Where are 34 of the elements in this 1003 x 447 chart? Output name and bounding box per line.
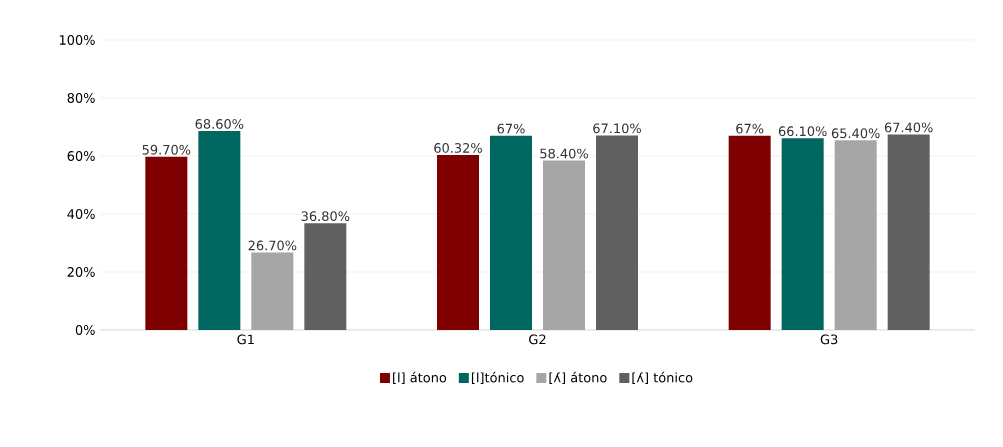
legend-label: [l]tónico (471, 371, 524, 384)
bar (728, 135, 771, 330)
data-label: 68.60% (195, 119, 244, 129)
data-label: 60.32% (434, 143, 482, 153)
x-tick-label: G1 (237, 334, 254, 345)
data-label: 36.80% (301, 211, 350, 222)
bar (304, 223, 347, 330)
bar (437, 155, 480, 330)
bar (781, 138, 824, 330)
y-tick-label: 20% (67, 267, 95, 277)
y-tick-label: 40% (67, 209, 95, 219)
data-label: 67% (736, 123, 764, 134)
bar (887, 134, 930, 330)
y-tick-label: 60% (67, 151, 95, 161)
bar (490, 135, 533, 330)
y-tick-label: 100% (59, 35, 95, 45)
data-label: 66.10% (778, 126, 827, 137)
y-tick-label: 80% (67, 93, 95, 103)
data-label: 58.40% (540, 148, 588, 159)
legend-label: [ʎ] tónico (632, 371, 693, 384)
data-label: 67% (497, 123, 525, 134)
data-label: 67.40% (884, 122, 933, 133)
y-tick-label: 0% (75, 325, 95, 335)
data-label: 59.70% (142, 144, 191, 155)
data-label: 26.70% (248, 240, 297, 251)
bar (145, 156, 188, 330)
bar (596, 135, 639, 330)
x-tick-label: G2 (529, 334, 546, 345)
legend-label: [l] átono (393, 371, 447, 384)
x-tick-label: G3 (820, 334, 838, 345)
legend-label: [ʎ] átono (549, 371, 607, 384)
data-label: 65.40% (831, 128, 880, 139)
data-label: 67.10% (593, 123, 641, 134)
bar (198, 131, 241, 330)
